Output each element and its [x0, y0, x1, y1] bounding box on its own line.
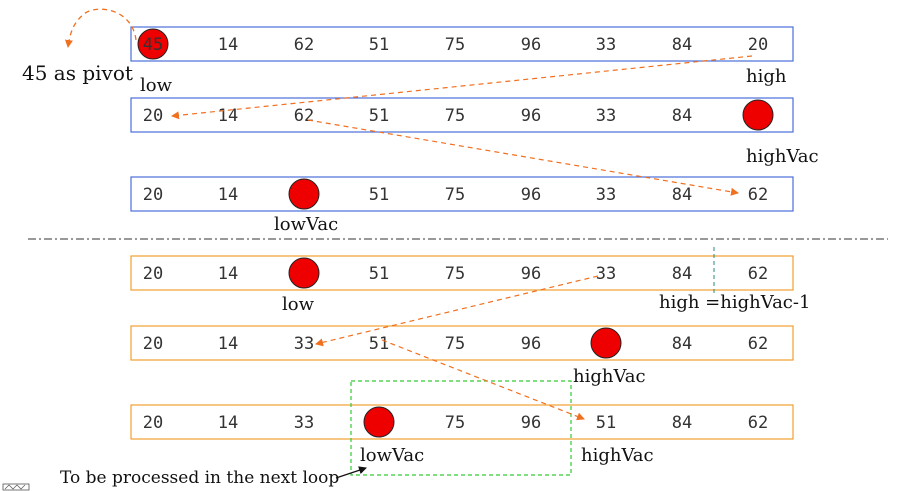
array-cell-row-1-col-4: 51 [369, 35, 389, 55]
array-row-2-box [130, 97, 794, 133]
next-loop-window [350, 380, 572, 476]
array-cell-row-4-col-7: 33 [596, 264, 616, 284]
array-cell-row-3-col-8: 84 [672, 185, 692, 205]
array-cell-row-6-col-6: 96 [521, 413, 541, 433]
array-cell-row-3-col-2: 14 [218, 185, 238, 205]
lowvac-label-row-3: lowVac [274, 214, 338, 235]
array-cell-row-5-col-2: 14 [218, 334, 238, 354]
array-cell-row-6-col-5: 75 [445, 413, 465, 433]
array-row-4-box [130, 255, 794, 291]
array-cell-row-3-col-5: 75 [445, 185, 465, 205]
array-cell-row-3-col-6: 96 [521, 185, 541, 205]
high-label-row-1: high [746, 66, 787, 87]
move-arrow-51 [381, 339, 585, 421]
high-label-row-4: high =highVac-1 [659, 292, 810, 313]
vacancy-circle-row-5 [590, 327, 622, 359]
array-cell-row-2-col-7: 33 [596, 106, 616, 126]
move-arrow-62 [307, 119, 739, 196]
array-cell-row-4-col-5: 75 [445, 264, 465, 284]
array-cell-row-4-col-4: 51 [369, 264, 389, 284]
array-cell-row-6-col-2: 14 [218, 413, 238, 433]
array-row-6-box [130, 404, 794, 440]
array-cell-row-3-col-4: 51 [369, 185, 389, 205]
array-cell-row-1-col-9: 20 [748, 35, 768, 55]
array-cell-row-4-col-2: 14 [218, 264, 238, 284]
highvac-label-row-2: highVac [746, 146, 819, 167]
vacancy-circle-row-1 [137, 28, 169, 60]
array-cell-row-6-col-9: 62 [748, 413, 768, 433]
array-cell-row-5-col-3: 33 [294, 334, 314, 354]
array-cell-row-4-col-8: 84 [672, 264, 692, 284]
array-cell-row-5-col-8: 84 [672, 334, 692, 354]
slide-corner-icon [2, 483, 30, 491]
array-cell-row-4-col-1: 20 [143, 264, 163, 284]
array-cell-row-2-col-8: 84 [672, 106, 692, 126]
array-cell-row-3-col-7: 33 [596, 185, 616, 205]
vacancy-circle-row-2 [742, 99, 774, 131]
array-cell-row-5-col-6: 96 [521, 334, 541, 354]
array-cell-row-2-col-3: 62 [294, 106, 314, 126]
array-cell-row-6-col-7: 51 [596, 413, 616, 433]
array-cell-row-1-col-1: 45 [143, 35, 163, 55]
array-cell-row-3-col-1: 20 [143, 185, 163, 205]
highvac-label-row-5: highVac [573, 366, 646, 387]
array-cell-row-1-col-6: 96 [521, 35, 541, 55]
vacancy-circle-row-6 [363, 406, 395, 438]
array-cell-row-1-col-3: 62 [294, 35, 314, 55]
move-arrow-33 [315, 275, 599, 347]
array-cell-row-2-col-2: 14 [218, 106, 238, 126]
array-row-3-box [130, 176, 794, 212]
vacancy-circle-row-4 [288, 257, 320, 289]
highvac-label-row-6: highVac [581, 445, 654, 466]
array-row-5-box [130, 325, 794, 361]
array-cell-row-5-col-9: 62 [748, 334, 768, 354]
array-cell-row-6-col-3: 33 [294, 413, 314, 433]
lowvac-label-row-6: lowVac [360, 445, 424, 466]
pivot-label: 45 as pivot [22, 61, 133, 85]
low-label-row-1: low [140, 75, 173, 96]
array-cell-row-2-col-1: 20 [143, 106, 163, 126]
array-cell-row-1-col-2: 14 [218, 35, 238, 55]
array-cell-row-2-col-4: 51 [369, 106, 389, 126]
array-cell-row-6-col-1: 20 [143, 413, 163, 433]
pivot-arrow [64, 8, 137, 48]
array-cell-row-4-col-6: 96 [521, 264, 541, 284]
array-cell-row-4-col-9: 62 [748, 264, 768, 284]
move-arrow-20 [171, 55, 753, 120]
next-loop-pointer [335, 466, 367, 479]
array-cell-row-2-col-6: 96 [521, 106, 541, 126]
array-cell-row-6-col-8: 84 [672, 413, 692, 433]
array-cell-row-5-col-4: 51 [369, 334, 389, 354]
array-cell-row-1-col-7: 33 [596, 35, 616, 55]
array-cell-row-2-col-5: 75 [445, 106, 465, 126]
array-cell-row-5-col-1: 20 [143, 334, 163, 354]
vacancy-circle-row-3 [288, 178, 320, 210]
array-row-1-box [130, 26, 794, 62]
array-cell-row-3-col-9: 62 [748, 185, 768, 205]
array-cell-row-1-col-8: 84 [672, 35, 692, 55]
array-cell-row-1-col-5: 75 [445, 35, 465, 55]
low-label-row-4: low [282, 294, 315, 315]
next-loop-note: To be processed in the next loop [60, 468, 339, 488]
array-cell-row-5-col-5: 75 [445, 334, 465, 354]
